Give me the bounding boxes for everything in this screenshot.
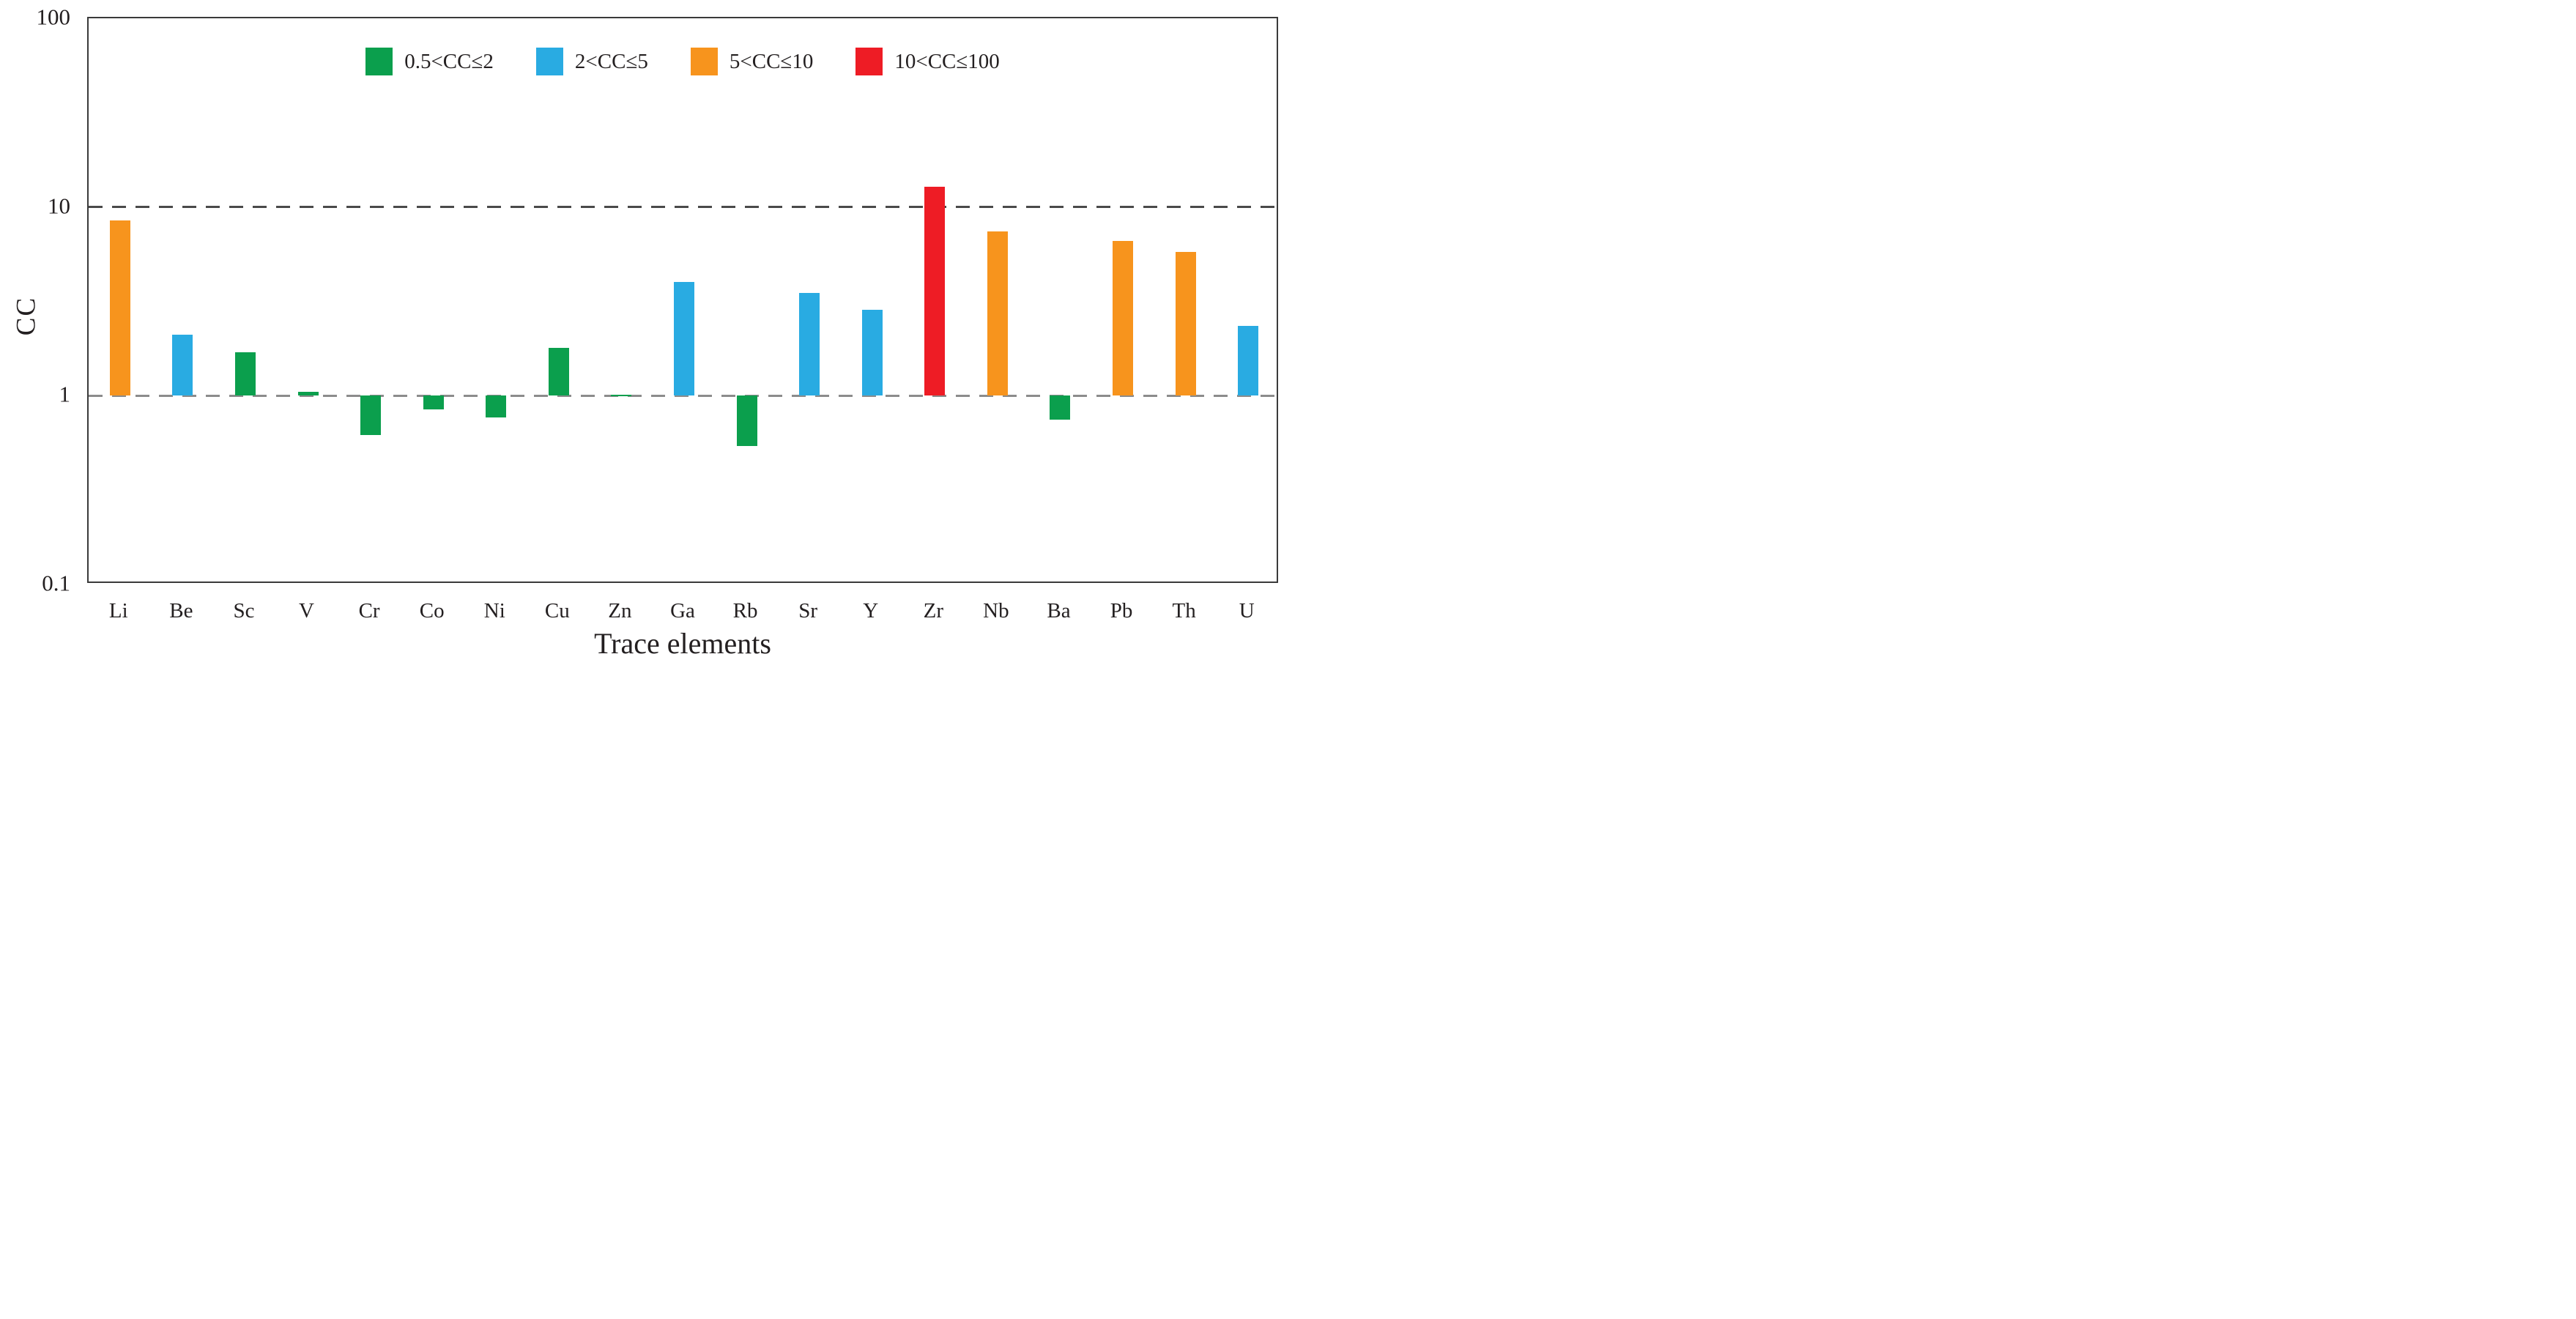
plot-area: 0.5<CC≤2 2<CC≤5 5<CC≤10 10<CC≤100 (87, 17, 1278, 583)
bar-Sr (799, 293, 820, 396)
x-label-V: V (299, 599, 314, 623)
legend-swatch-icon (535, 48, 563, 75)
legend-label: 2<CC≤5 (574, 49, 648, 73)
x-label-Pb: Pb (1110, 599, 1133, 623)
x-label-Sc: Sc (233, 599, 255, 623)
x-label-Sr: Sr (798, 599, 818, 623)
y-tick-100: 100 (36, 4, 71, 30)
bar-Li (109, 220, 130, 396)
x-label-Rb: Rb (732, 599, 758, 623)
bar-Pb (1113, 241, 1134, 396)
bar-Sc (234, 352, 256, 396)
x-label-Ga: Ga (670, 599, 695, 623)
y-axis-label: CC (11, 296, 42, 336)
x-axis-label: Trace elements (594, 627, 771, 659)
legend-swatch-icon (690, 48, 718, 75)
x-label-Y: Y (863, 599, 879, 623)
y-tick-1: 1 (59, 381, 71, 407)
x-label-Be: Be (169, 599, 193, 623)
x-label-Th: Th (1172, 599, 1196, 623)
bar-Cr (360, 395, 382, 435)
legend-item-0: 0.5<CC≤2 (365, 48, 494, 75)
legend-item-1: 2<CC≤5 (535, 48, 648, 75)
x-label-Ni: Ni (483, 599, 505, 623)
bar-Rb (736, 395, 757, 447)
bar-V (297, 391, 319, 396)
legend-label: 0.5<CC≤2 (404, 49, 494, 73)
legend-swatch-icon (365, 48, 393, 75)
x-label-Nb: Nb (983, 599, 1009, 623)
gridline-cc-10 (89, 206, 1277, 209)
x-label-Co: Co (419, 599, 445, 623)
bar-Cu (548, 347, 569, 396)
bar-Nb (987, 231, 1008, 396)
bar-Co (423, 395, 444, 409)
bar-Zn (611, 395, 632, 397)
bar-Y (861, 310, 883, 396)
chart-figure: CC 0.5<CC≤2 2<CC≤5 5<CC≤10 10<CC≤100 100 10 1… (0, 0, 1288, 659)
bar-Ni (486, 395, 507, 417)
bar-Th (1175, 251, 1196, 396)
x-label-Ba: Ba (1047, 599, 1071, 623)
bar-Ba (1050, 395, 1071, 420)
x-label-Zr: Zr (923, 599, 943, 623)
y-tick-0.1: 0.1 (42, 570, 70, 596)
bar-Ga (674, 282, 694, 396)
legend-item-3: 10<CC≤100 (855, 48, 1000, 75)
y-tick-10: 10 (48, 193, 70, 219)
legend-item-2: 5<CC≤10 (690, 48, 814, 75)
bar-U (1238, 325, 1259, 396)
x-label-Cr: Cr (358, 599, 380, 623)
legend: 0.5<CC≤2 2<CC≤5 5<CC≤10 10<CC≤100 (89, 48, 1277, 75)
legend-swatch-icon (855, 48, 883, 75)
bar-Zr (924, 187, 946, 396)
x-label-Zn: Zn (608, 599, 632, 623)
x-label-U: U (1239, 599, 1255, 623)
legend-label: 10<CC≤100 (894, 49, 1000, 73)
x-label-Li: Li (108, 599, 128, 623)
x-label-Cu: Cu (544, 599, 570, 623)
gridline-cc-1 (89, 394, 1277, 397)
legend-label: 5<CC≤10 (729, 49, 814, 73)
bar-Be (172, 335, 193, 396)
